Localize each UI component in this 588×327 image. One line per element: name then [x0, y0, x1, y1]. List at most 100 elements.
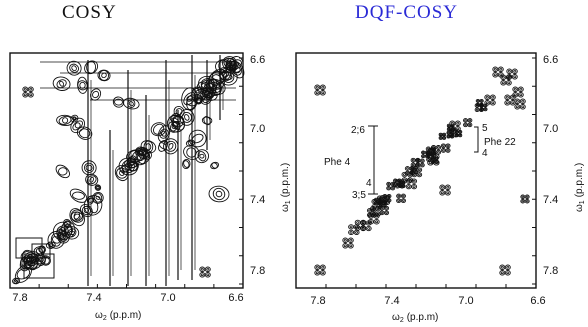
cosy-cross-peak — [69, 188, 88, 203]
cosy-y-tick-label: 7.4 — [250, 194, 265, 206]
dqf-diagonal-peak — [397, 199, 401, 202]
cosy-cross-peak — [114, 98, 123, 106]
dqf-diagonal-peak — [458, 133, 463, 138]
cosy-cross-peak — [112, 96, 125, 108]
dqf-diagonal-peak — [467, 118, 473, 123]
dqf-diagonal-peak — [436, 151, 440, 154]
dqf-diagonal-peak — [410, 167, 414, 170]
dqf-diagonal-peak — [380, 196, 384, 199]
dqf-diagonal-peak — [378, 196, 382, 200]
cosy-cross-peak — [194, 149, 210, 164]
dqf-cross-peak — [511, 101, 515, 105]
dqf-diagonal-peak — [432, 152, 435, 155]
dqf-cross-peak — [520, 198, 526, 204]
dqf-diagonal-peak — [373, 218, 380, 225]
dqf-diagonal-peak — [463, 118, 468, 123]
dqf-diagonal-peak — [479, 98, 484, 103]
cosy-diagonal-peak — [222, 71, 235, 83]
dqf-isolated-peak — [499, 270, 506, 276]
dqf-cross-peak — [517, 86, 524, 93]
dqf-diagonal-peak — [396, 180, 399, 183]
dqf-diagonal-peak — [368, 214, 371, 217]
dqf-diagonal-peak — [361, 227, 365, 230]
cosy-x-tick-label: 7.0 — [160, 292, 175, 304]
dqf-cross-peak — [525, 200, 529, 203]
dqf-cross-peak — [500, 74, 507, 81]
dqf-cross-peak — [444, 190, 451, 196]
cosy-isolated-peak — [206, 273, 210, 277]
dqf-diagonal-peak — [422, 151, 425, 154]
dqf-cross-peak — [450, 122, 454, 125]
dqf-cross-peak — [505, 101, 509, 105]
cosy-diagonal-peak — [136, 148, 144, 155]
cosy-cross-peak — [78, 128, 91, 139]
cosy-cross-peak — [85, 173, 99, 186]
dqf-isolated-peak — [319, 90, 326, 96]
cosy-y-axis-label: ω1(p.p.m.) — [280, 163, 292, 212]
dqf-cross-peak — [507, 70, 511, 73]
cosy-diagonal-peak — [224, 74, 233, 81]
dqf-cross-peak — [521, 195, 525, 198]
dqf-y-tick-label: 7.4 — [543, 194, 558, 206]
cosy-diagonal-peak — [116, 167, 128, 179]
dqf-cross-peak — [484, 100, 491, 106]
cosy-cross-peak — [187, 140, 194, 146]
cosy-cross-peak — [208, 185, 230, 203]
dqf-diagonal-peak — [419, 158, 425, 164]
cosy-cross-peak — [85, 164, 93, 171]
dqf-diagonal-peak — [468, 123, 472, 127]
cosy-cross-peak — [69, 63, 80, 73]
dqf-diagonal-peak — [384, 195, 391, 201]
dqf-cross-peak — [485, 96, 489, 99]
dqf-diagonal-peak — [396, 184, 399, 188]
dqf-diagonal-peak — [401, 180, 406, 185]
cosy-isolated-peak — [200, 273, 204, 277]
dqf-diagonal-peak — [372, 200, 376, 203]
dqf-isolated-peak — [347, 237, 354, 244]
cosy-cross-peak — [183, 145, 200, 160]
dqf-diagonal-peak — [435, 161, 438, 164]
dqf-cross-peak — [511, 74, 518, 80]
dqf-diagonal-peak — [376, 207, 380, 211]
dqf-isolated-peak — [347, 243, 354, 249]
cosy-cross-peak — [92, 90, 100, 99]
cosy-cross-peak — [95, 185, 101, 191]
dqf-cross-peak — [515, 105, 519, 109]
cosy-isolated-peak — [23, 88, 27, 91]
dqf-contours — [314, 66, 530, 276]
cosy-isolated-peak — [29, 88, 33, 91]
dqf-diagonal-peak — [449, 134, 453, 137]
dqf-diagonal-peak — [379, 195, 386, 201]
cosy-diagonal-peak — [69, 208, 85, 227]
cosy-diagonal-peak — [64, 226, 80, 240]
cosy-cross-peak — [92, 191, 104, 204]
dqf-diagonal-peak — [464, 119, 467, 122]
dqf-diagonal-peak — [480, 103, 483, 106]
cosy-cross-peak — [207, 90, 215, 100]
dqf-diagonal-peak — [416, 172, 423, 178]
dqf-cross-peak — [514, 98, 521, 105]
dqf-diagonal-peak — [348, 224, 355, 230]
dqf-cross-peak — [507, 81, 511, 85]
cosy-cross-peak — [72, 120, 83, 131]
cosy-y-tick-label: 6.6 — [250, 54, 265, 66]
cosy-cross-peak — [182, 158, 191, 170]
dqf-cross-peak — [491, 101, 495, 105]
cosy-diagonal-peak — [159, 128, 169, 139]
dqf-cross-peak — [489, 94, 496, 101]
cosy-diagonal-peak — [73, 213, 81, 221]
cosy-cross-peak — [203, 116, 211, 126]
dqf-diagonal-peak — [439, 133, 442, 136]
cosy-x-tick-label: 7.8 — [12, 292, 27, 304]
dqf-diagonal-peak — [420, 159, 424, 162]
dqf-cross-peak — [505, 74, 512, 81]
dqf-cross-peak — [512, 86, 519, 93]
dqf-cross-peak — [501, 76, 505, 79]
dqf-diagonal-peak — [368, 209, 371, 212]
cosy-cross-peak — [66, 60, 82, 76]
cosy-diagonal-peak — [52, 236, 61, 244]
cosy-cross-peak — [72, 191, 85, 200]
dqf-diagonal-peak — [446, 123, 451, 128]
dqf-cross-peak — [493, 73, 497, 77]
dqf-diagonal-peak — [348, 229, 355, 236]
